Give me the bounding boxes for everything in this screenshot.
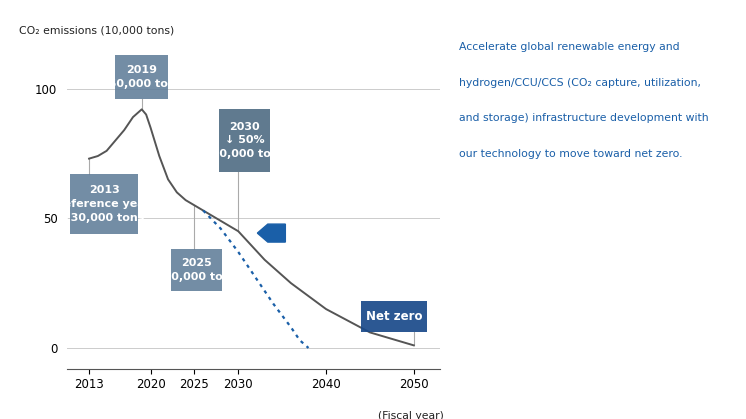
FancyBboxPatch shape [171,249,222,291]
Text: CO₂ emissions (10,000 tons): CO₂ emissions (10,000 tons) [19,26,174,35]
FancyBboxPatch shape [70,174,138,234]
Text: 2013
(reference year)
730,000 tons: 2013 (reference year) 730,000 tons [53,186,155,222]
Text: Accelerate global renewable energy and: Accelerate global renewable energy and [459,42,680,52]
Text: Net zero: Net zero [366,310,422,323]
Text: our technology to move toward net zero.: our technology to move toward net zero. [459,149,683,159]
Text: 2025
550,000 tons: 2025 550,000 tons [156,259,237,282]
FancyBboxPatch shape [116,55,168,99]
Text: 2030
↓ 50%
370,000 tons: 2030 ↓ 50% 370,000 tons [204,122,285,159]
Text: (Fiscal year): (Fiscal year) [378,411,444,419]
Text: and storage) infrastructure development with: and storage) infrastructure development … [459,113,709,123]
FancyBboxPatch shape [361,301,427,332]
FancyBboxPatch shape [219,109,270,172]
Text: 2019
850,000 tons: 2019 850,000 tons [101,65,183,89]
Text: hydrogen/CCU/CCS (CO₂ capture, utilization,: hydrogen/CCU/CCS (CO₂ capture, utilizati… [459,78,700,88]
FancyArrow shape [257,224,285,242]
